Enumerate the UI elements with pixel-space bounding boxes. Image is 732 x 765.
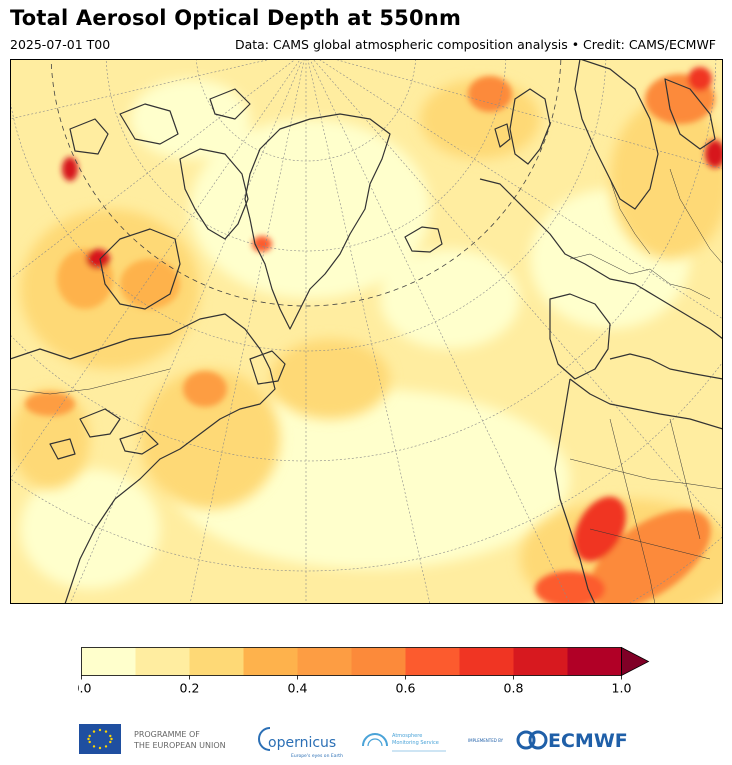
eu-flag-logo — [79, 724, 121, 754]
colorbar-segment — [459, 647, 514, 676]
newfoundland-coast — [249, 350, 286, 385]
iceland-coast — [404, 226, 443, 253]
cams-line2: Monitoring Service — [392, 740, 439, 746]
colorbar-tick-label: 0.6 — [396, 681, 416, 696]
colorbar-tick-label: 0.4 — [288, 681, 308, 696]
eu-programme-line1: PROGRAMME OF — [134, 730, 200, 739]
hudson-bay-coast — [99, 228, 181, 310]
colorbar-segment — [297, 647, 352, 676]
colorbar-segment — [405, 647, 460, 676]
ecmwf-wordmark: ECMWF — [548, 730, 628, 752]
cams-line1: Atmosphere — [392, 733, 422, 739]
aerosol-map — [10, 59, 723, 604]
colorbar-segment — [513, 647, 568, 676]
special-circles — [50, 59, 562, 307]
britain-coast — [494, 88, 551, 165]
implemented-by: IMPLEMENTED BY — [468, 738, 504, 743]
europe-coast — [479, 178, 723, 340]
country-borders — [10, 168, 723, 604]
map-frame — [10, 59, 723, 604]
greenland-coast — [244, 113, 391, 330]
colorbar-tick-label: 0.8 — [504, 681, 524, 696]
africa-coast — [554, 378, 723, 604]
colorbar-ticks: 0.0 0.2 0.4 0.6 0.8 1.0 — [78, 675, 632, 696]
scandinavia-coast — [574, 59, 716, 210]
colorbar: 0.0 0.2 0.4 0.6 0.8 1.0 — [78, 646, 650, 696]
baffin-coast — [179, 148, 249, 240]
aod-high-regions — [25, 67, 723, 604]
copernicus-wordmark: opernicus — [268, 735, 336, 751]
colorbar-segment — [81, 647, 136, 676]
map-title: Total Aerosol Optical Depth at 550nm — [10, 6, 462, 30]
colorbar-tick-label: 0.2 — [180, 681, 200, 696]
mediterranean-coast — [609, 353, 723, 380]
great-lakes — [49, 408, 159, 460]
colorbar-segments — [81, 647, 622, 676]
ecmwf-logo: ECMWF — [516, 730, 628, 752]
data-credit: Data: CAMS global atmospheric compositio… — [234, 37, 716, 52]
colorbar-segment — [189, 647, 244, 676]
eu-programme-line2: THE EUROPEAN UNION — [133, 741, 226, 750]
cams-logo: Atmosphere Monitoring Service — [362, 733, 446, 752]
colorbar-tick-label: 0.0 — [78, 681, 91, 696]
north-america-east-coast — [10, 313, 276, 604]
colorbar-segment — [243, 647, 298, 676]
graticule — [10, 59, 723, 604]
coastlines — [10, 59, 723, 604]
colorbar-extend-arrow — [621, 646, 650, 677]
colorbar-frame — [81, 647, 622, 676]
colorbar-segment — [567, 647, 622, 676]
iberia-coast — [549, 293, 611, 380]
colorbar-segment — [135, 647, 190, 676]
copernicus-logo: opernicus Europe's eyes on Earth — [258, 727, 343, 759]
colorbar-segment — [351, 647, 406, 676]
footer-logos: PROGRAMME OF THE EUROPEAN UNION opernicu… — [79, 724, 628, 759]
arctic-islands — [69, 88, 251, 155]
colorbar-tick-label: 1.0 — [612, 681, 632, 696]
valid-date: 2025-07-01 T00 — [10, 37, 111, 52]
copernicus-tagline: Europe's eyes on Earth — [291, 753, 343, 759]
